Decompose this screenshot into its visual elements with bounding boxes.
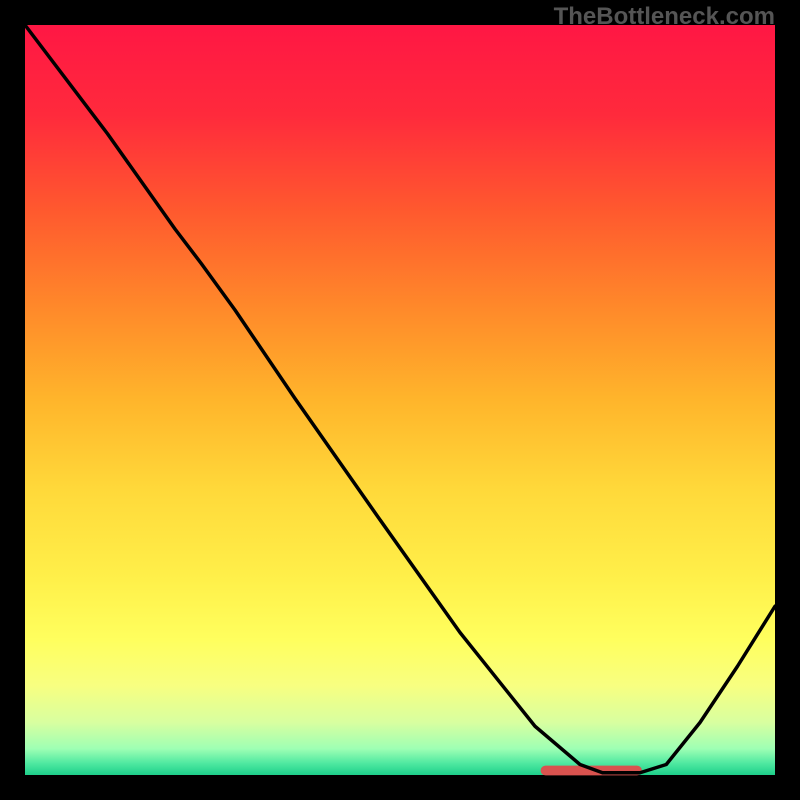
chart-svg [0, 0, 800, 800]
chart-root: TheBottleneck.com [0, 0, 800, 800]
gradient-background [25, 25, 775, 775]
